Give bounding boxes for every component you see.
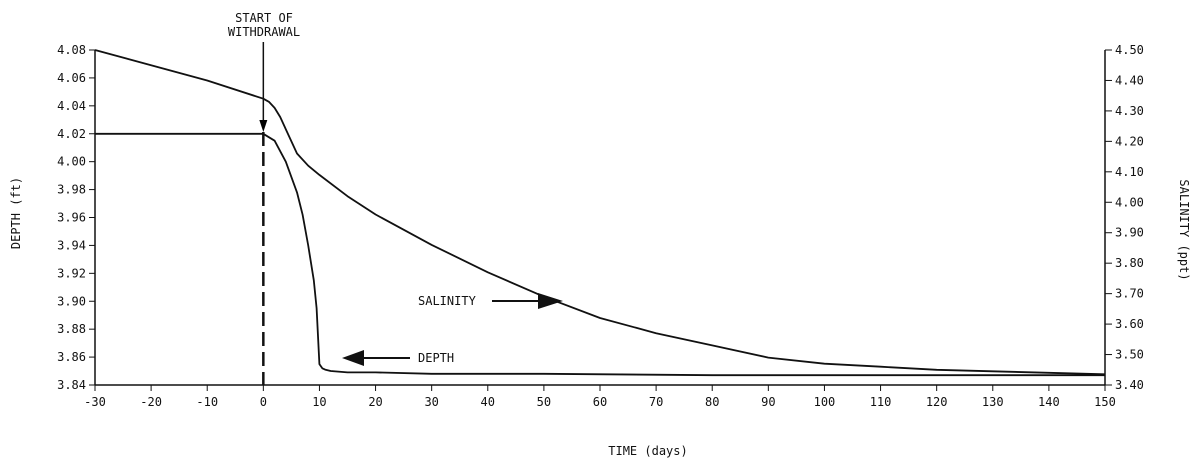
depth-annotation-label: DEPTH [418, 351, 454, 365]
x-tick-label: 120 [926, 395, 948, 409]
withdrawal-label-line1: START OF [235, 11, 293, 25]
x-tick-label: -10 [196, 395, 218, 409]
x-tick-label: 50 [537, 395, 551, 409]
y-tick-label: 3.84 [57, 378, 86, 392]
y2-tick-label: 4.30 [1115, 104, 1144, 118]
x-tick-label: 0 [260, 395, 267, 409]
depth-arrow-icon [342, 350, 410, 366]
ticks: -30 -20 -10 0 10 20 30 40 50 60 70 80 90 100 110 120 130… [57, 43, 1144, 409]
x-tick-label: 130 [982, 395, 1004, 409]
y-tick-label: 4.00 [57, 155, 86, 169]
y2-tick-label: 4.10 [1115, 165, 1144, 179]
y-tick-label: 3.86 [57, 350, 86, 364]
y2-tick-label: 3.70 [1115, 287, 1144, 301]
y-axis-title: DEPTH (ft) [9, 177, 23, 249]
x-tick-label: 90 [761, 395, 775, 409]
y-tick-label: 3.98 [57, 183, 86, 197]
salinity-annotation-label: SALINITY [418, 294, 477, 308]
y2-tick-label: 3.80 [1115, 256, 1144, 270]
y-tick-label: 3.94 [57, 238, 86, 252]
y-tick-label: 4.08 [57, 43, 86, 57]
x-tick-label: 10 [312, 395, 326, 409]
y-tick-label: 3.92 [57, 266, 86, 280]
y2-tick-label: 3.90 [1115, 226, 1144, 240]
y-tick-label: 3.96 [57, 211, 86, 225]
y2-tick-label: 4.50 [1115, 43, 1144, 57]
withdrawal-arrow-head [259, 120, 267, 132]
y2-tick-label: 4.00 [1115, 195, 1144, 209]
x-tick-label: 70 [649, 395, 663, 409]
x-tick-label: 110 [870, 395, 892, 409]
y2-tick-label: 3.60 [1115, 317, 1144, 331]
x-tick-label: 30 [424, 395, 438, 409]
x-tick-label: 40 [481, 395, 495, 409]
y2-tick-label: 4.40 [1115, 73, 1144, 87]
y-tick-label: 3.90 [57, 294, 86, 308]
x-tick-label: 100 [814, 395, 836, 409]
withdrawal-label-line2: WITHDRAWAL [228, 25, 300, 39]
y-tick-label: 4.06 [57, 71, 86, 85]
y-tick-label: 4.04 [57, 99, 86, 113]
x-tick-label: 150 [1094, 395, 1116, 409]
x-tick-label: -30 [84, 395, 106, 409]
x-tick-label: 80 [705, 395, 719, 409]
x-tick-label: 140 [1038, 395, 1060, 409]
x-axis-title: TIME (days) [608, 444, 687, 458]
x-tick-label: 60 [593, 395, 607, 409]
x-tick-label: 20 [368, 395, 382, 409]
y2-axis-title: SALINITY (ppt) [1177, 179, 1191, 280]
y2-tick-label: 3.50 [1115, 348, 1144, 362]
series-line-salinity [95, 50, 1105, 374]
y2-tick-label: 4.20 [1115, 134, 1144, 148]
y2-tick-label: 3.40 [1115, 378, 1144, 392]
x-tick-label: -20 [140, 395, 162, 409]
axes [95, 50, 1105, 385]
salinity-arrow-icon [492, 293, 563, 309]
series-layer [95, 42, 1105, 385]
y-tick-label: 3.88 [57, 322, 86, 336]
series-line-depth [95, 134, 1105, 375]
y-tick-label: 4.02 [57, 127, 86, 141]
